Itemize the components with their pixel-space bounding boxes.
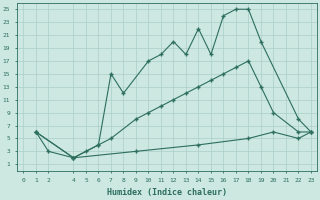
X-axis label: Humidex (Indice chaleur): Humidex (Indice chaleur) <box>107 188 227 197</box>
